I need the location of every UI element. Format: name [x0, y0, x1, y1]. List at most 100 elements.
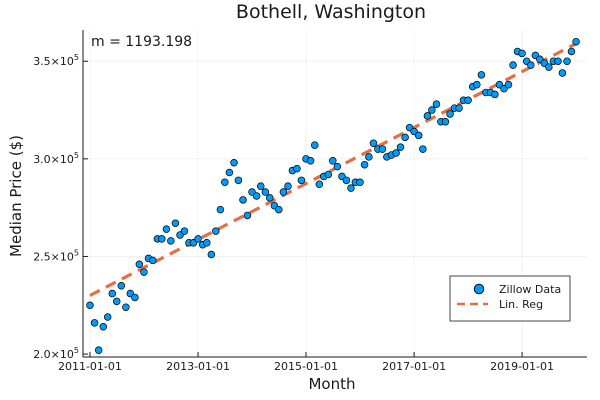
- data-point: [401, 133, 409, 142]
- data-point: [428, 106, 436, 114]
- data-point: [279, 188, 288, 196]
- x-tick-label: 2011-01-01: [58, 360, 122, 373]
- data-point: [234, 176, 243, 185]
- data-point: [473, 80, 481, 89]
- data-point: [527, 61, 535, 69]
- data-point: [396, 143, 405, 151]
- data-point: [194, 235, 202, 243]
- data-point: [455, 104, 463, 112]
- data-point: [324, 170, 333, 179]
- data-point: [135, 260, 144, 269]
- data-point: [86, 301, 94, 310]
- data-point: [140, 268, 148, 276]
- y-tick-label: 2.5×105: [33, 248, 79, 263]
- data-point: [180, 227, 189, 235]
- x-tick-label: 2015-01-01: [274, 360, 338, 373]
- data-point: [356, 178, 364, 187]
- data-point: [221, 178, 229, 187]
- data-point: [90, 319, 99, 327]
- y-tick-label: 3.0×105: [33, 151, 79, 166]
- slope-annotation: m = 1193.198: [91, 34, 192, 50]
- data-point: [545, 63, 553, 71]
- data-point: [230, 159, 238, 167]
- data-point: [563, 57, 571, 65]
- data-point: [432, 100, 441, 108]
- data-point: [509, 61, 517, 69]
- data-point: [171, 219, 180, 228]
- data-point: [310, 141, 319, 149]
- data-point: [423, 112, 432, 120]
- legend-box: [449, 275, 571, 322]
- x-axis-title: Month: [308, 375, 355, 393]
- chart-title: Bothell, Washington: [236, 1, 426, 23]
- data-point: [94, 346, 103, 354]
- data-point: [329, 157, 337, 165]
- data-point: [414, 131, 423, 140]
- data-point: [112, 297, 121, 306]
- data-point: [347, 184, 355, 192]
- data-point: [122, 303, 130, 311]
- data-point: [446, 110, 454, 118]
- data-point: [554, 57, 562, 65]
- data-point: [252, 192, 261, 200]
- data-point: [203, 239, 211, 247]
- data-point: [257, 182, 265, 190]
- data-point: [441, 118, 450, 126]
- data-point: [491, 90, 499, 99]
- data-point: [225, 168, 234, 177]
- x-tick-label: 2017-01-01: [382, 360, 446, 373]
- data-point: [207, 250, 216, 259]
- data-point: [315, 180, 324, 188]
- data-point: [365, 153, 373, 161]
- legend-label-zillow: Zillow Data: [499, 283, 561, 296]
- data-point: [167, 237, 175, 245]
- axes: 2011-01-01 2013-01-01 2015-01-01 2017-01-01…: [33, 30, 587, 373]
- data-point: [293, 164, 301, 173]
- data-point: [518, 49, 526, 58]
- data-point: [504, 80, 513, 89]
- data-point: [149, 256, 157, 265]
- x-tick-label: 2013-01-01: [166, 360, 230, 373]
- data-point: [572, 37, 580, 46]
- data-point: [392, 149, 400, 157]
- data-point: [369, 139, 378, 147]
- data-point: [558, 69, 567, 77]
- data-point: [158, 235, 166, 243]
- grid: [83, 30, 587, 357]
- data-point: [243, 211, 252, 220]
- data-point: [333, 162, 342, 171]
- data-point: [284, 182, 292, 190]
- y-axis-title: Median Price ($): [7, 135, 25, 257]
- data-point: [378, 145, 387, 153]
- y-tick-label: 2.0×105: [33, 346, 79, 361]
- y-tick-label: 3.5×105: [33, 53, 79, 68]
- data-point: [239, 196, 247, 204]
- data-point: [464, 96, 472, 105]
- data-point: [419, 145, 427, 153]
- data-point: [261, 188, 270, 196]
- data-point: [567, 47, 576, 56]
- data-point: [131, 293, 139, 302]
- data-point: [99, 322, 108, 331]
- regression-line: [89, 42, 577, 297]
- legend-marker-zillow: [473, 283, 485, 295]
- legend-label-linreg: Lin. Reg: [499, 298, 543, 311]
- data-point: [108, 289, 117, 298]
- data-point: [297, 176, 306, 185]
- data-point: [342, 176, 351, 185]
- data-point: [306, 157, 315, 165]
- data-point: [216, 205, 225, 214]
- plot-series: [86, 37, 580, 354]
- data-point: [212, 227, 220, 235]
- data-point: [162, 225, 171, 233]
- legend: Zillow Data Lin. Reg: [449, 275, 571, 322]
- x-tick-label: 2019-01-01: [490, 360, 554, 373]
- data-point: [477, 71, 486, 79]
- data-point: [117, 281, 126, 290]
- data-point: [360, 160, 369, 169]
- data-point: [103, 313, 112, 321]
- data-point: [275, 205, 283, 214]
